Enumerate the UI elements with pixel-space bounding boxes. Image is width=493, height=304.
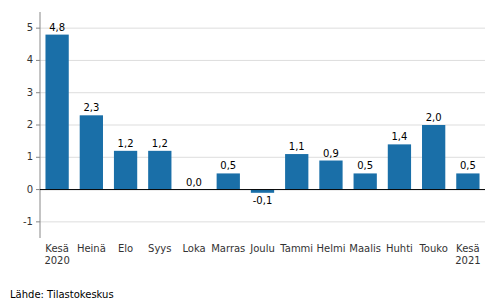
data-label: 0,5	[220, 160, 236, 171]
data-label: -0,1	[253, 195, 273, 206]
bar	[148, 151, 171, 190]
tick-label: Marras	[211, 243, 245, 254]
tick-label: 3	[27, 87, 33, 98]
tick-mark	[36, 60, 40, 61]
data-label: 4,8	[49, 22, 65, 33]
tick-label: 5	[27, 22, 33, 33]
bar	[354, 173, 377, 189]
tick-label: 1	[27, 151, 33, 162]
bar	[285, 154, 308, 190]
grid-line	[40, 125, 485, 126]
bars	[45, 35, 479, 193]
grid-line	[40, 60, 485, 61]
data-label: 2,0	[426, 112, 442, 123]
tick-label: Syys	[148, 243, 171, 254]
tick-label: Joulu	[249, 243, 275, 254]
data-label: 0,5	[460, 160, 476, 171]
background	[0, 0, 493, 304]
x-axis: Kesä2020 Heinä Elo Syys Loka Marras Joulu Tammi…	[44, 243, 480, 266]
bar	[456, 173, 479, 189]
bar	[319, 161, 342, 190]
data-label: 2,3	[83, 102, 99, 113]
bar	[422, 125, 445, 190]
data-label: 1,4	[391, 131, 407, 142]
tick-label: Huhti	[386, 243, 413, 254]
zero-line	[40, 189, 485, 190]
bar	[45, 35, 68, 190]
tick-mark	[36, 157, 40, 158]
tick-label: Maalis	[349, 243, 381, 254]
bar	[388, 144, 411, 189]
bar	[80, 115, 103, 189]
grid-line	[40, 92, 485, 93]
data-label: 1,2	[152, 138, 168, 149]
data-label: 1,1	[289, 141, 305, 152]
y-axis: -1 0 1 2 3 4 5	[23, 12, 40, 238]
data-label: 0,0	[186, 177, 202, 188]
tick-label: 0	[27, 184, 33, 195]
bar	[217, 173, 240, 189]
tick-label: Elo	[118, 243, 133, 254]
grid-line	[40, 221, 485, 222]
grid-line	[40, 157, 485, 158]
tick-label: Heinä	[77, 243, 106, 254]
bar	[114, 151, 137, 190]
chart: -1 0 1 2 3 4 5 4,8 2,3 1,2 1,2 0,0 0,5 -0,1 1,1 0,9 0,5 1…	[0, 0, 493, 304]
chart-container: -1 0 1 2 3 4 5 4,8 2,3 1,2 1,2 0,0 0,5 -0,1 1,1 0,9 0,5 1…	[0, 0, 493, 304]
y-axis-line	[40, 12, 41, 238]
tick-label: -1	[23, 216, 33, 227]
data-label: 0,5	[357, 160, 373, 171]
y-grid	[40, 28, 485, 222]
tick-mark	[36, 92, 40, 93]
tick-mark	[36, 28, 40, 29]
tick-mark	[36, 125, 40, 126]
tick-mark	[36, 189, 40, 190]
tick-mark	[36, 221, 40, 222]
data-label: 1,2	[118, 138, 134, 149]
tick-label: Kesä2021	[455, 243, 480, 266]
tick-label: Loka	[182, 243, 205, 254]
grid-line	[40, 189, 485, 190]
tick-label: 4	[27, 54, 33, 65]
tick-label: Helmi	[316, 243, 345, 254]
source-note: Lähde: Tilastokeskus	[10, 289, 114, 300]
data-label: 0,9	[323, 148, 339, 159]
data-labels: 4,8 2,3 1,2 1,2 0,0 0,5 -0,1 1,1 0,9 0,5 1,4 2,0 0,5	[49, 22, 476, 206]
tick-label: Tammi	[279, 243, 313, 254]
tick-label: Touko	[418, 243, 447, 254]
tick-label: 2	[27, 119, 33, 130]
tick-label: Kesä2020	[44, 243, 69, 266]
grid-line	[40, 28, 485, 29]
